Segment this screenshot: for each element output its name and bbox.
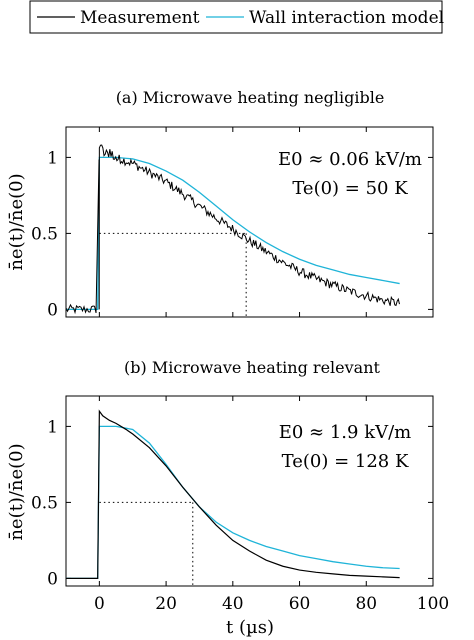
x-tick-label: 100 <box>417 594 449 614</box>
panel-a: (a) Microwave heating negligible 00.51 E… <box>31 88 434 320</box>
legend-label-model: Wall interaction model <box>249 8 444 28</box>
panel-b-annotation-temperature: Te(0) = 128 K <box>282 451 409 472</box>
panel-b-frame <box>65 395 434 587</box>
panel-a-y-ticks: 00.51 <box>31 148 433 320</box>
panel-b-measurement-line <box>66 409 400 579</box>
panel-a-title: (a) Microwave heating negligible <box>116 88 385 107</box>
y-tick-label: 1 <box>47 417 58 437</box>
legend: Measurement Wall interaction model <box>29 0 444 34</box>
panel-b: (b) Microwave heating relevant 00.51 0 20… <box>31 358 449 614</box>
y-axis-label-lower: n̄e(t)/n̄e(0) <box>6 443 27 540</box>
x-tick-label: 80 <box>355 594 377 614</box>
y-axis-label: n̄e(t)/n̄e(0) <box>6 173 27 270</box>
panel-a-reference-lines <box>99 232 247 317</box>
legend-label-measurement: Measurement <box>80 8 200 28</box>
panel-b-annotation-field: E0 ≈ 1.9 kV/m <box>279 422 412 443</box>
x-tick-label: 20 <box>155 594 177 614</box>
y-tick-label: 1 <box>47 148 58 168</box>
y-tick-label: 0.5 <box>31 224 58 244</box>
x-tick-label: 40 <box>222 594 244 614</box>
panel-a-frame <box>65 126 434 318</box>
panel-b-y-ticks: 00.51 <box>31 417 433 589</box>
panel-b-title: (b) Microwave heating relevant <box>124 358 380 377</box>
x-tick-label: 60 <box>289 594 311 614</box>
panel-a-model-line <box>66 156 400 311</box>
panel-a-annotation-field: E0 ≈ 0.06 kV/m <box>278 149 422 170</box>
panel-a-measurement-line <box>65 144 400 315</box>
y-tick-label: 0.5 <box>31 493 58 513</box>
panel-b-reference-lines <box>99 501 194 586</box>
y-tick-label: 0 <box>47 569 58 589</box>
x-tick-label: 0 <box>94 594 105 614</box>
x-axis-label: t (µs) <box>226 617 274 638</box>
panel-b-x-ticks: 0 20 40 60 80 100 <box>94 396 449 614</box>
panel-a-annotation-temperature: Te(0) = 50 K <box>292 178 408 199</box>
panel-a-x-ticks <box>98 127 434 317</box>
panel-b-model-line <box>66 425 400 580</box>
y-tick-label: 0 <box>47 300 58 320</box>
